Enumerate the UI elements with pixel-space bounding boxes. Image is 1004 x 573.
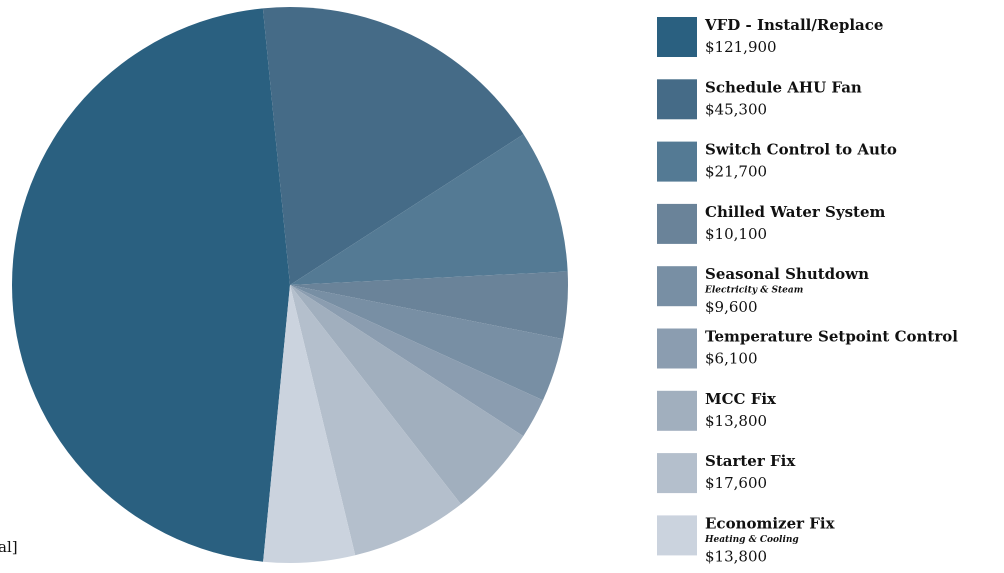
legend-swatch — [657, 141, 697, 182]
legend-label: Chilled Water System — [705, 203, 886, 221]
legend-label: Schedule AHU Fan — [705, 78, 862, 96]
legend-note: Heating & Cooling — [704, 535, 799, 545]
cropped-note: al] — [0, 538, 18, 556]
legend-label: Seasonal Shutdown — [705, 265, 869, 283]
legend-label: VFD - Install/Replace — [704, 16, 883, 34]
legend-value: $13,800 — [705, 412, 767, 430]
legend-value: $9,600 — [705, 298, 758, 316]
pie-slice — [290, 285, 524, 505]
pie-slice — [290, 285, 563, 401]
pie-slice — [290, 285, 461, 556]
legend-value: $21,700 — [705, 163, 767, 181]
legend-value: $45,300 — [705, 100, 767, 118]
legend-value: $121,900 — [705, 38, 777, 56]
pie-slice — [11, 8, 290, 562]
pie-slice — [290, 134, 568, 285]
pie-slice — [290, 271, 568, 339]
legend-label: Starter Fix — [705, 452, 796, 470]
legend-swatch — [657, 17, 697, 57]
legend-swatch — [657, 79, 697, 120]
legend-note: Electricity & Steam — [704, 286, 803, 296]
legend-value: $17,600 — [705, 474, 767, 492]
legend-swatch — [657, 390, 697, 431]
legend-swatch — [657, 328, 697, 369]
legend-swatch — [657, 203, 697, 244]
legend-value: $6,100 — [705, 350, 758, 368]
legend-swatch — [657, 453, 697, 494]
pie-slice — [263, 285, 356, 563]
legend-label: Temperature Setpoint Control — [705, 328, 958, 346]
legend-swatch — [657, 515, 697, 556]
pie-slice — [262, 7, 524, 285]
pie-slice — [290, 285, 543, 437]
legend-value: $13,800 — [705, 547, 767, 565]
legend-value: $10,100 — [705, 225, 767, 243]
legend-label: Economizer Fix — [705, 514, 836, 532]
legend-label: MCC Fix — [705, 390, 777, 408]
legend-swatch — [657, 266, 697, 307]
legend-label: Switch Control to Auto — [705, 141, 897, 159]
